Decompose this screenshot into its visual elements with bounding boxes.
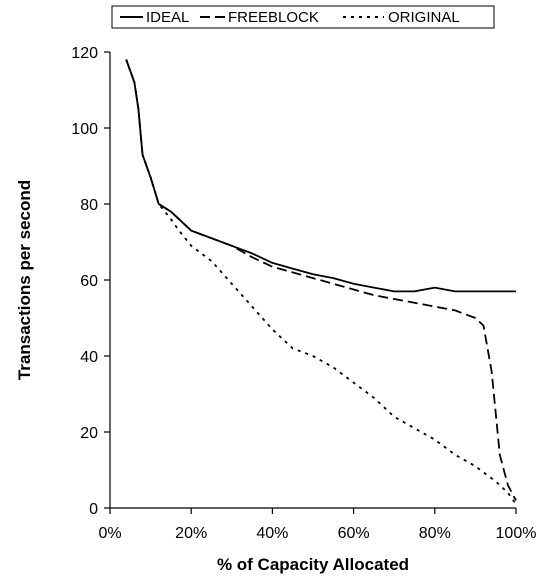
x-tick-label: 100% — [496, 525, 537, 542]
y-tick-label: 60 — [80, 273, 98, 290]
x-tick-label: 20% — [175, 525, 207, 542]
y-tick-label: 40 — [80, 349, 98, 366]
series-layer — [125, 59, 517, 505]
series-line-original — [125, 59, 517, 505]
legend-label-ideal: IDEAL — [146, 9, 189, 26]
legend-label-freeblock: FREEBLOCK — [228, 9, 319, 26]
x-tick-label: 60% — [338, 525, 370, 542]
x-axis-title: % of Capacity Allocated — [217, 555, 409, 574]
y-axis-title: Transactions per second — [15, 180, 34, 380]
legend: IDEAL FREEBLOCK ORIGINAL — [111, 5, 495, 29]
y-tick-label: 100 — [71, 121, 98, 138]
x-ticks: 0% 20% 40% 60% 80% 100% — [98, 508, 536, 542]
legend-box — [111, 5, 495, 29]
y-ticks: 0 20 40 60 80 100 120 — [71, 45, 110, 518]
y-tick-label: 80 — [80, 197, 98, 214]
x-tick-label: 0% — [98, 525, 121, 542]
y-tick-label: 0 — [89, 501, 98, 518]
legend-label-original: ORIGINAL — [388, 9, 460, 26]
y-tick-label: 120 — [71, 45, 98, 62]
series-line-freeblock — [125, 59, 517, 501]
x-tick-label: 40% — [256, 525, 288, 542]
series-line-ideal — [125, 59, 516, 293]
y-tick-label: 20 — [80, 425, 98, 442]
x-tick-label: 80% — [419, 525, 451, 542]
